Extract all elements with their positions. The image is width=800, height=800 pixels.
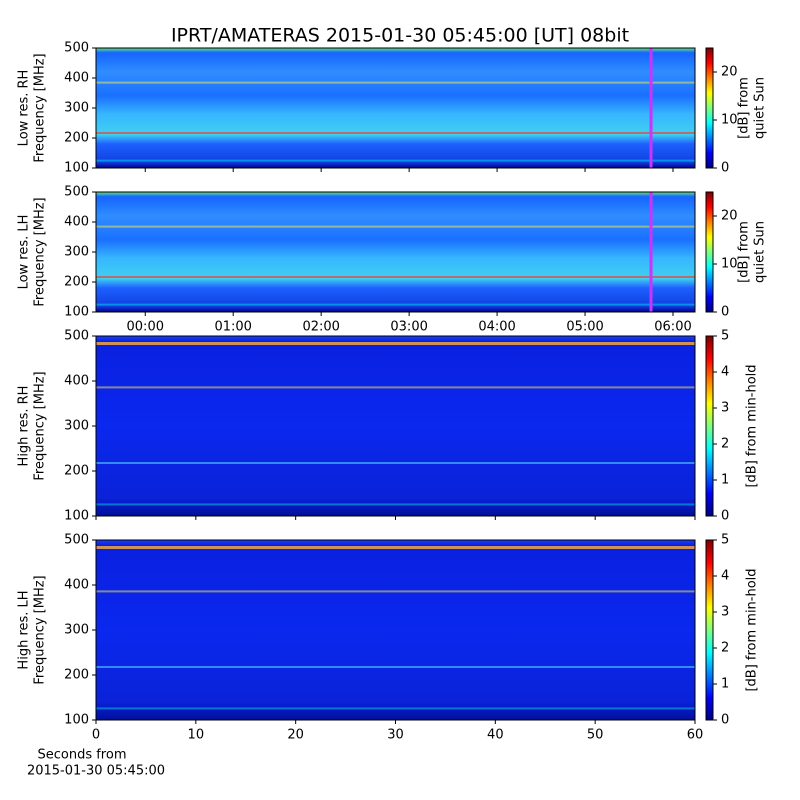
colorbar-label: quiet Sun xyxy=(753,77,768,139)
y-axis-label: Frequency [MHz] xyxy=(33,197,48,306)
colorbar-tick-label: 10 xyxy=(721,257,738,272)
colorbar-tick-label: 5 xyxy=(721,533,729,548)
spectrogram xyxy=(96,48,695,168)
y-axis-label: Frequency [MHz] xyxy=(33,371,48,480)
x-tick-label: 20 xyxy=(287,728,304,743)
colorbar-tick-label: 0 xyxy=(721,509,729,524)
colorbar-tick-label: 3 xyxy=(721,401,729,416)
spectrogram xyxy=(96,336,695,516)
y-tick-label: 400 xyxy=(64,578,89,593)
y-axis-label: Frequency [MHz] xyxy=(33,575,48,684)
x-axis-label: 2015-01-30 05:45:00 xyxy=(27,764,165,779)
x-tick-label: 10 xyxy=(188,728,205,743)
y-tick-label: 500 xyxy=(64,329,89,344)
x-tick-label: 05:00 xyxy=(566,320,603,335)
plot-frame xyxy=(95,335,696,517)
y-axis-label: Frequency [MHz] xyxy=(33,53,48,162)
spectrogram-band xyxy=(96,707,695,710)
x-tick-label: 30 xyxy=(387,728,404,743)
x-tick-label: 50 xyxy=(587,728,604,743)
y-tick-label: 500 xyxy=(64,185,89,200)
colorbar-label: [dB] from xyxy=(737,221,752,283)
spectrogram xyxy=(96,540,695,720)
colorbar xyxy=(705,191,714,313)
spectrogram-band xyxy=(96,503,695,506)
colorbar xyxy=(705,47,714,169)
plot-frame xyxy=(95,539,696,721)
colorbar-tick-label: 3 xyxy=(721,605,729,620)
y-axis-label: High res. RH xyxy=(17,386,32,467)
spectrogram-band xyxy=(96,81,695,84)
colorbar xyxy=(705,539,714,721)
x-tick-label: 04:00 xyxy=(478,320,515,335)
y-tick-label: 300 xyxy=(64,623,89,638)
colorbar-tick-label: 0 xyxy=(721,713,729,728)
y-tick-label: 200 xyxy=(64,464,89,479)
plot-frame xyxy=(95,191,696,313)
colorbar-tick-label: 1 xyxy=(721,677,729,692)
plot-frame xyxy=(95,47,696,169)
x-axis-label: Seconds from xyxy=(37,748,126,763)
y-tick-label: 100 xyxy=(64,305,89,320)
spectrogram-band xyxy=(96,462,695,464)
y-tick-label: 500 xyxy=(64,41,89,56)
spectrogram-band xyxy=(96,386,695,389)
x-tick-label: 60 xyxy=(687,728,704,743)
y-tick-label: 300 xyxy=(64,245,89,260)
spectrogram-band xyxy=(96,590,695,593)
colorbar-label: [dB] from xyxy=(737,77,752,139)
colorbar-label: [dB] from min-hold xyxy=(745,568,760,691)
y-tick-label: 100 xyxy=(64,713,89,728)
x-tick-label: 0 xyxy=(92,728,100,743)
spectrogram-band xyxy=(96,225,695,228)
y-axis-label: Low res. LH xyxy=(17,215,32,290)
x-tick-label: 40 xyxy=(487,728,504,743)
colorbar-tick-label: 20 xyxy=(721,209,738,224)
spectrogram-band xyxy=(96,303,695,306)
x-tick-label: 02:00 xyxy=(302,320,339,335)
colorbar-tick-label: 4 xyxy=(721,569,729,584)
spectrogram-band xyxy=(96,342,695,345)
y-tick-label: 300 xyxy=(64,419,89,434)
spectrogram xyxy=(96,192,695,312)
spectrogram-band xyxy=(96,546,695,549)
colorbar-label: [dB] from min-hold xyxy=(745,364,760,487)
colorbar-tick-label: 4 xyxy=(721,365,729,380)
y-tick-label: 100 xyxy=(64,161,89,176)
y-tick-label: 400 xyxy=(64,374,89,389)
y-tick-label: 200 xyxy=(64,275,89,290)
colorbar-tick-label: 1 xyxy=(721,473,729,488)
y-tick-label: 400 xyxy=(64,215,89,230)
colorbar-tick-label: 0 xyxy=(721,161,729,176)
spectrogram-band xyxy=(96,666,695,668)
colorbar-tick-label: 5 xyxy=(721,329,729,344)
colorbar xyxy=(705,335,714,517)
figure-title: IPRT/AMATERAS 2015-01-30 05:45:00 [UT] 0… xyxy=(171,25,629,47)
x-tick-label: 01:00 xyxy=(214,320,251,335)
spectrogram-band xyxy=(96,276,695,278)
colorbar-tick-label: 10 xyxy=(721,113,738,128)
y-tick-label: 200 xyxy=(64,668,89,683)
y-axis-label: Low res. RH xyxy=(17,70,32,147)
colorbar-tick-label: 20 xyxy=(721,65,738,80)
x-tick-label: 06:00 xyxy=(654,320,691,335)
y-tick-label: 400 xyxy=(64,71,89,86)
y-tick-label: 300 xyxy=(64,101,89,116)
x-tick-label: 00:00 xyxy=(127,320,164,335)
colorbar-label: quiet Sun xyxy=(753,221,768,283)
spectrogram-band xyxy=(96,159,695,162)
y-tick-label: 200 xyxy=(64,131,89,146)
y-tick-label: 100 xyxy=(64,509,89,524)
y-tick-label: 500 xyxy=(64,533,89,548)
y-axis-label: High res. LH xyxy=(17,590,32,669)
colorbar-tick-label: 2 xyxy=(721,437,729,452)
x-tick-label: 03:00 xyxy=(390,320,427,335)
colorbar-tick-label: 0 xyxy=(721,305,729,320)
spectrogram-band xyxy=(96,132,695,134)
colorbar-tick-label: 2 xyxy=(721,641,729,656)
